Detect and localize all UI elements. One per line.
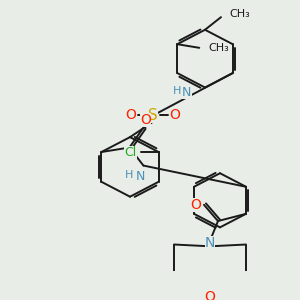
Text: S: S <box>148 108 158 123</box>
Text: O: O <box>205 290 215 300</box>
Text: H: H <box>125 169 134 180</box>
Text: CH₃: CH₃ <box>208 43 229 53</box>
Text: N: N <box>182 86 191 99</box>
Text: O: O <box>190 198 201 212</box>
Text: N: N <box>205 236 215 250</box>
Text: O: O <box>140 113 151 128</box>
Text: H: H <box>173 86 181 96</box>
Text: Cl: Cl <box>124 146 137 158</box>
Text: O: O <box>126 109 136 122</box>
Text: O: O <box>169 109 180 122</box>
Text: CH₃: CH₃ <box>229 8 250 19</box>
Text: N: N <box>136 170 145 183</box>
